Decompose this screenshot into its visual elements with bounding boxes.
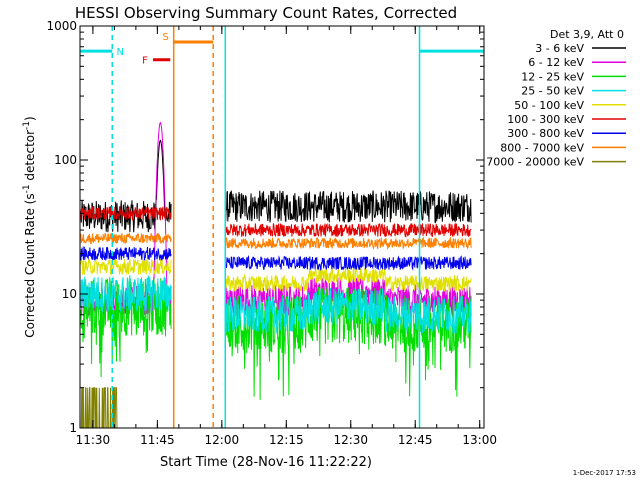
series-line [80,232,472,250]
legend-entry-label: 300 - 800 keV [507,127,584,140]
flag-label: F [142,56,148,67]
x-tick-label: 12:45 [398,433,433,447]
x-tick-label: 12:00 [205,433,240,447]
x-axis-label: Start Time (28-Nov-16 11:22:22) [160,455,372,470]
plot-area [80,26,472,429]
x-tick-label: 11:45 [140,433,175,447]
legend-entry-label: 3 - 6 keV [535,42,584,55]
chart-title: HESSI Observing Summary Count Rates, Cor… [75,4,457,22]
y-tick-label: 1 [69,421,77,435]
y-tick-label: 10 [62,287,77,301]
legend-entry-label: 7000 - 20000 keV [486,156,584,169]
flag-markers: N S F [80,32,484,67]
series-line [80,275,472,334]
plot-frame [79,25,485,429]
legend-header: Det 3,9, Att 0 [550,28,624,41]
x-axis: 11:30 11:45 12:00 12:15 12:30 12:45 13:00 [76,26,497,447]
legend-entry-label: 6 - 12 keV [528,56,584,69]
x-tick-label: 12:30 [333,433,368,447]
flag-label: S [163,32,169,43]
y-tick-label: 100 [54,153,77,167]
footer-date: 1-Dec-2017 17:53 [573,469,636,477]
series-line [80,387,472,429]
legend-entry-label: 25 - 50 keV [521,85,584,98]
series-line [80,139,472,233]
legend-entry-label: 50 - 100 keV [514,99,584,112]
legend-entry-label: 800 - 7000 keV [500,141,584,154]
x-tick-label: 11:30 [76,433,111,447]
y-tick-label: 1000 [46,19,77,33]
series-line [80,246,472,271]
series-line [80,205,472,238]
x-tick-label: 12:15 [269,433,304,447]
legend-entry-label: 12 - 25 keV [521,70,584,83]
legend-entry-label: 100 - 300 keV [507,113,584,126]
x-tick-label: 13:00 [462,433,497,447]
flag-label: N [116,47,123,58]
y-axis: 1 10 100 1000 [46,19,484,435]
y-axis-label: Corrected Count Rate (s-1 detector-1) [22,116,37,337]
